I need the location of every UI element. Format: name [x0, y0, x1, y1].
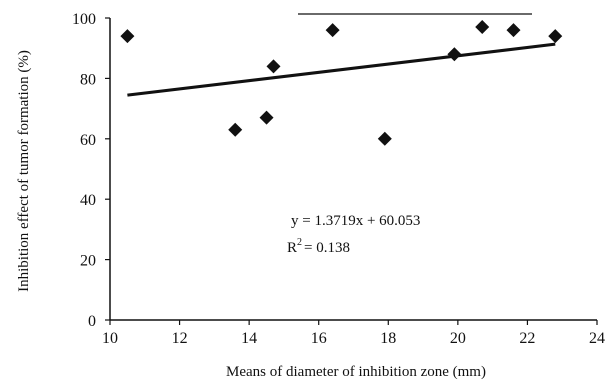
- regression-equation: y = 1.3719x + 60.053: [291, 213, 420, 229]
- data-point: [377, 131, 392, 146]
- y-axis-title: Inhibition effect of tumor formation (%): [16, 50, 32, 292]
- x-tick-label: 18: [380, 330, 396, 347]
- x-axis-title: Means of diameter of inhibition zone (mm…: [226, 364, 486, 380]
- y-tick-label: 0: [88, 313, 96, 330]
- y-tick-label: 60: [80, 132, 96, 149]
- r-squared-exponent: 2: [297, 237, 302, 248]
- y-tick-label: 40: [80, 192, 96, 209]
- data-point: [475, 20, 490, 35]
- data-point: [266, 59, 281, 74]
- data-points: [120, 20, 563, 146]
- r-squared-label: R2 = 0.138: [287, 237, 350, 256]
- y-tick-label: 100: [72, 11, 96, 28]
- x-tick-label: 20: [450, 330, 466, 347]
- plot-area: 10 12 14 16 18 20 22 24 0 20 40 60 80 100: [72, 11, 605, 347]
- data-point: [447, 47, 462, 62]
- y-tick-label: 20: [80, 253, 96, 270]
- x-tick-label: 24: [589, 330, 605, 347]
- x-tick-label: 10: [102, 330, 118, 347]
- x-tick-label: 14: [241, 330, 257, 347]
- data-point: [259, 110, 274, 125]
- data-point: [548, 29, 563, 44]
- r-squared-symbol: R: [287, 240, 297, 256]
- r-squared-value: = 0.138: [304, 240, 350, 256]
- data-point: [325, 23, 340, 38]
- x-tick-label: 12: [172, 330, 188, 347]
- trendline: [127, 42, 556, 97]
- x-tick-label: 16: [311, 330, 327, 347]
- data-point: [120, 29, 135, 44]
- data-point: [506, 23, 521, 38]
- data-point: [228, 122, 243, 137]
- y-tick-label: 80: [80, 71, 96, 88]
- x-tick-label: 22: [519, 330, 535, 347]
